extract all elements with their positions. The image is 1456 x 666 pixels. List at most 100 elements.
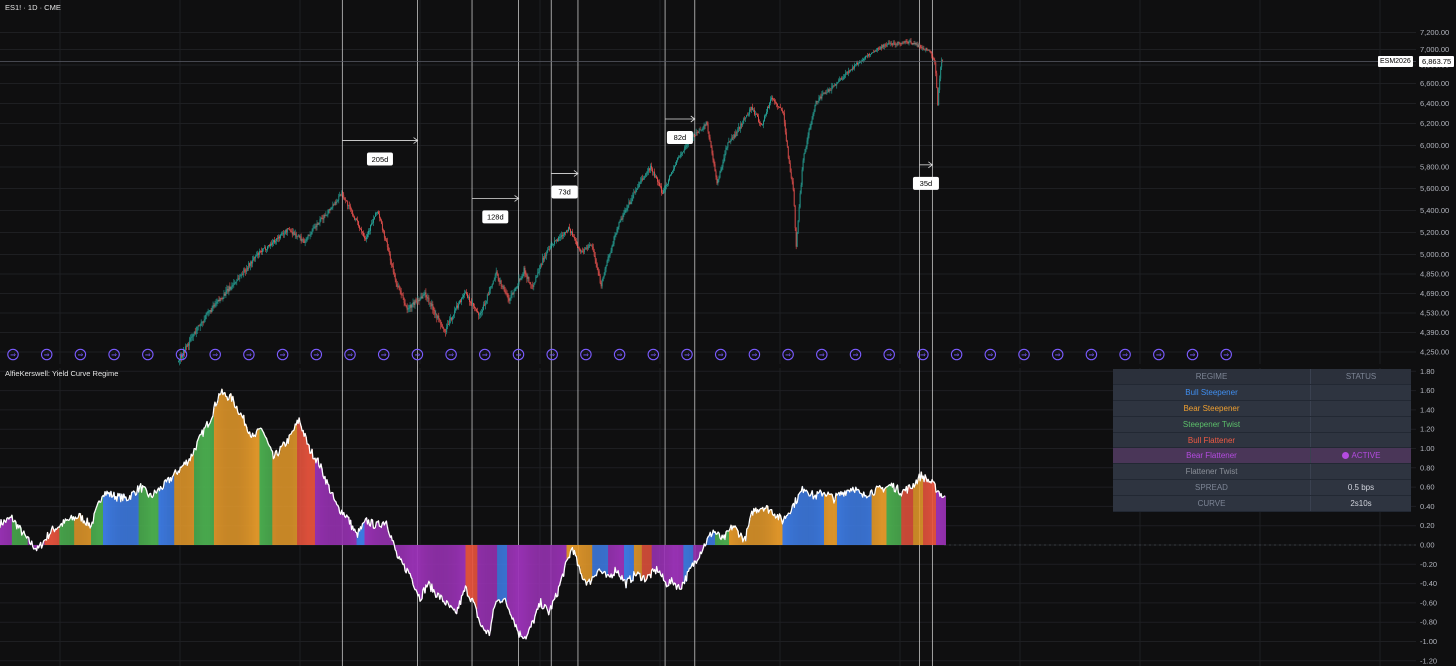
candle-body [304, 241, 306, 243]
candle-body [530, 284, 532, 285]
histogram-bar [743, 538, 745, 545]
candle-body [410, 304, 412, 308]
candle-body [610, 250, 612, 254]
price-axis[interactable]: 4,250.004,390.004,530.004,690.004,850.00… [1416, 0, 1456, 366]
session-marker-icon[interactable]: ⇒ [546, 348, 558, 361]
session-marker-icon[interactable]: ⇒ [108, 348, 120, 361]
candle-body [370, 225, 371, 231]
session-marker-icon[interactable]: ⇒ [1018, 348, 1030, 361]
session-marker-icon[interactable]: ⇒ [917, 348, 929, 361]
session-marker-icon[interactable]: ⇒ [344, 348, 356, 361]
histogram-bar [903, 489, 905, 545]
histogram-bar [487, 545, 489, 631]
session-marker-icon[interactable]: ⇒ [243, 348, 255, 361]
session-marker-icon[interactable]: ⇒ [681, 348, 693, 361]
session-marker-icon[interactable]: ⇒ [479, 348, 491, 361]
histogram-bar [820, 490, 822, 545]
histogram-bar [195, 448, 197, 545]
candle-body [445, 331, 447, 333]
candle-body [458, 303, 460, 308]
candle-body [782, 111, 784, 113]
indicator-title[interactable]: AlfieKerswell: Yield Curve Regime [5, 369, 119, 378]
histogram-bar [6, 518, 8, 545]
range-duration-box[interactable] [912, 176, 939, 190]
candle-body [520, 278, 522, 280]
candle-body [929, 49, 931, 52]
histogram-bar [350, 520, 352, 545]
histogram-bar [810, 495, 812, 545]
range-duration-box[interactable] [366, 152, 393, 166]
symbol-title[interactable]: ES1! · 1D · CME [5, 3, 61, 12]
histogram-bar [113, 492, 115, 545]
candle-body [306, 238, 308, 241]
session-marker-icon[interactable]: ⇒ [276, 348, 289, 361]
session-marker-icon[interactable]: ⇒ [984, 348, 997, 361]
histogram-bar [365, 518, 367, 545]
session-marker-icon[interactable]: ⇒ [816, 348, 828, 361]
histogram-bar [682, 545, 684, 583]
histogram-bar [11, 515, 13, 545]
session-marker-icon[interactable]: ⇒ [411, 348, 424, 361]
session-marker-icon[interactable]: ⇒ [883, 348, 895, 361]
session-marker-icon[interactable]: ⇒ [142, 348, 154, 361]
session-marker-icon[interactable]: ⇒ [849, 348, 862, 361]
session-marker-icon[interactable]: ⇒ [1153, 348, 1165, 361]
candle-body [386, 241, 388, 248]
session-marker-icon[interactable]: ⇒ [445, 348, 457, 361]
histogram-bar [227, 400, 229, 545]
candle-body [413, 302, 415, 305]
session-marker-icon[interactable]: ⇒ [209, 348, 221, 361]
histogram-bar [709, 535, 711, 545]
session-marker-icon[interactable]: ⇒ [1119, 348, 1131, 361]
session-marker-icon[interactable]: ⇒ [7, 348, 19, 361]
session-marker-icon[interactable]: ⇒ [377, 348, 390, 361]
candle-body [607, 257, 609, 261]
histogram-bar [240, 412, 242, 545]
histogram-bar [742, 541, 744, 545]
candle-body [758, 116, 759, 122]
histogram-bar [669, 545, 671, 580]
session-marker-icon[interactable]: ⇒ [1186, 348, 1199, 361]
candle-body [486, 294, 488, 301]
session-marker-icon[interactable]: ⇒ [950, 348, 963, 361]
session-marker-icon[interactable]: ⇒ [74, 348, 87, 361]
session-marker-icon[interactable]: ⇒ [714, 348, 727, 361]
session-marker-icon[interactable]: ⇒ [1220, 348, 1232, 361]
histogram-bar [449, 545, 451, 608]
candle-body [362, 231, 363, 233]
session-marker-icon[interactable]: ⇒ [40, 348, 53, 361]
candle-body [240, 275, 242, 276]
candle-body [433, 310, 435, 311]
session-marker-icon[interactable]: ⇒ [647, 348, 660, 361]
session-marker-icon[interactable]: ⇒ [580, 348, 592, 361]
oscillator-axis[interactable]: -1.20-1.00-0.80-0.60-0.40-0.200.000.200.… [1416, 366, 1456, 666]
histogram-bar [643, 545, 645, 576]
session-marker-icon[interactable]: ⇒ [310, 348, 323, 361]
range-duration-box[interactable] [482, 210, 509, 224]
histogram-bar [888, 485, 890, 545]
session-marker-icon[interactable]: ⇒ [1085, 348, 1098, 361]
range-duration-box[interactable] [666, 131, 693, 144]
histogram-bar [128, 499, 130, 545]
session-marker-icon[interactable]: ⇒ [613, 348, 626, 361]
range-duration-box[interactable] [551, 185, 578, 199]
histogram-bar [125, 496, 127, 545]
session-marker-icon[interactable]: ⇒ [748, 348, 761, 361]
histogram-bar [651, 545, 653, 571]
session-marker-icon[interactable]: ⇒ [512, 348, 525, 361]
session-marker-icon[interactable]: ⇒ [782, 348, 794, 361]
histogram-bar [417, 545, 419, 596]
spread-label: SPREAD [1113, 479, 1311, 497]
candle-body [640, 180, 642, 182]
candle-body [325, 214, 327, 216]
session-marker-icon[interactable]: ⇒ [175, 348, 188, 361]
histogram-bar [863, 492, 865, 545]
session-marker-glyph: ⇒ [583, 351, 589, 359]
histogram-bar [724, 534, 726, 545]
histogram-bar [916, 479, 918, 545]
candle-body [383, 231, 385, 238]
session-marker-icon[interactable]: ⇒ [1051, 348, 1064, 361]
session-markers[interactable]: ⇒ ⇒ ⇒ ⇒ ⇒ ⇒ ⇒ ⇒ ⇒ ⇒ ⇒ ⇒ ⇒ ⇒ ⇒ ⇒ ⇒ ⇒ ⇒ ⇒ ⇒ ⇒ ⇒ ⇒ ⇒ ⇒ ⇒ ⇒ ⇒ ⇒ ⇒ ⇒ ⇒ ⇒ ⇒ ⇒ ⇒ [7, 348, 1232, 361]
